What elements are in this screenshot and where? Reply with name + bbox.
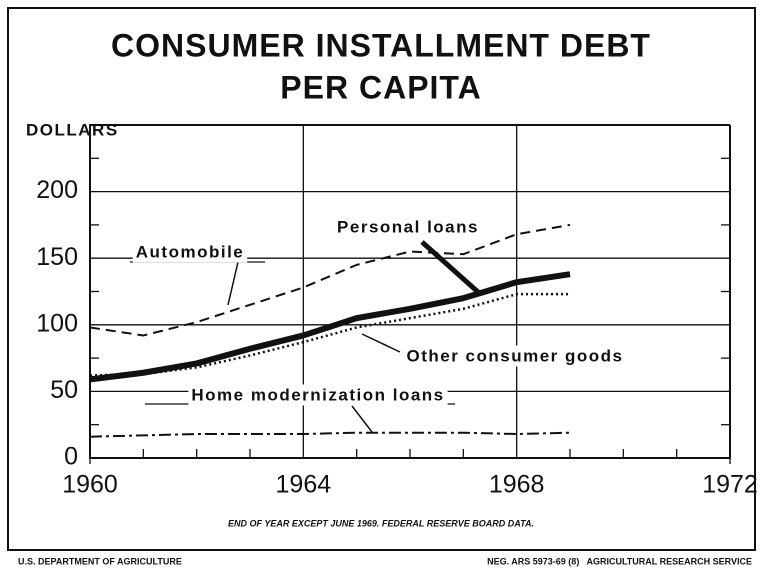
y-tick-label: 150: [36, 243, 78, 271]
series-label: Personal loans: [337, 217, 479, 236]
x-tick-label: 1968: [489, 471, 545, 499]
label-bg: [132, 241, 248, 263]
series-line: [89, 223, 571, 337]
y-tick-label: 100: [36, 309, 78, 337]
label-leader: [351, 405, 373, 433]
label-bg: [403, 345, 627, 367]
footnote: END OF YEAR EXCEPT JUNE 1969. FEDERAL RE…: [228, 518, 534, 528]
y-axis-label: DOLLARS: [26, 120, 119, 139]
series-label: Home modernization loans: [191, 385, 444, 404]
y-tick-label: 0: [64, 443, 78, 471]
y-tick-label: 200: [36, 176, 78, 204]
plot-frame: [89, 124, 731, 459]
series-line: [89, 431, 571, 438]
label-leader: [420, 240, 480, 294]
y-tick-label: 50: [50, 376, 78, 404]
chart-title: PER CAPITA: [280, 69, 481, 105]
label-leader: [227, 261, 239, 306]
x-tick-label: 1964: [276, 471, 332, 499]
chart-title: CONSUMER INSTALLMENT DEBT: [111, 27, 651, 63]
label-leader: [361, 333, 401, 353]
series-line: [89, 271, 571, 383]
series-line: [89, 292, 570, 377]
series-label: Automobile: [136, 242, 245, 261]
label-bg: [334, 216, 482, 238]
footer-right: NEG. ARS 5973-69 (8) AGRICULTURAL RESEAR…: [487, 556, 752, 566]
label-bg: [188, 384, 448, 406]
x-tick-label: 1972: [702, 471, 758, 499]
x-tick-label: 1960: [62, 471, 118, 499]
footer-left: U.S. DEPARTMENT OF AGRICULTURE: [18, 556, 182, 566]
series-label: Other consumer goods: [406, 346, 623, 365]
frame: [7, 7, 756, 551]
